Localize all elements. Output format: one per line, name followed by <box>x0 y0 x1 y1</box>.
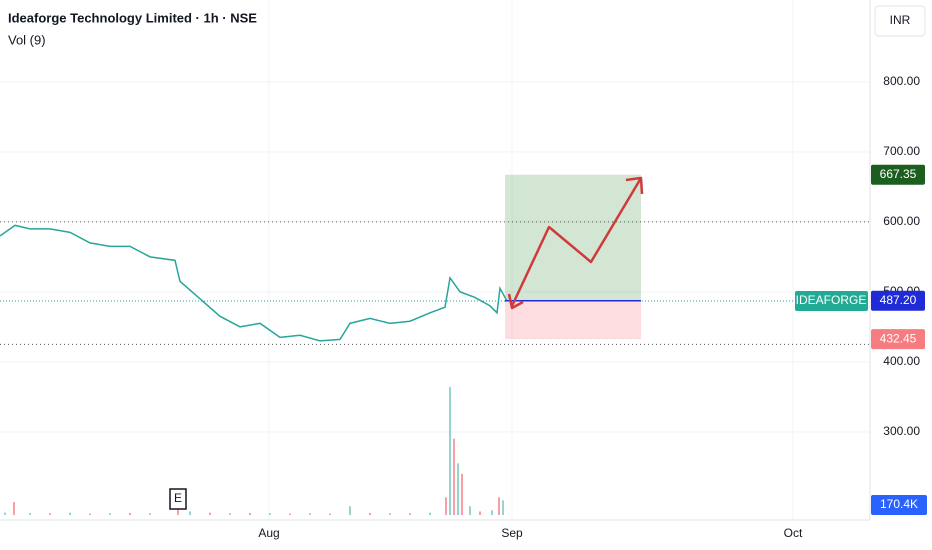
volume-bar <box>229 513 231 515</box>
target-price-label: 667.35 <box>880 167 917 181</box>
stop-price-box <box>871 329 925 350</box>
volume-bar <box>4 512 6 515</box>
arrow-path <box>510 177 643 307</box>
volume-bar <box>389 513 391 515</box>
symbol-box <box>795 290 868 311</box>
volume-bar <box>89 513 91 515</box>
volume-bar <box>129 512 131 515</box>
currency-box[interactable] <box>874 5 926 37</box>
grid <box>0 0 870 520</box>
volume-bar <box>49 513 51 515</box>
plot: 170.4K IDEAFORGE E <box>0 174 927 516</box>
entry-price-label: 487.20 <box>880 293 917 307</box>
volume-bar <box>502 500 504 515</box>
volume-bar <box>309 513 311 515</box>
volume-bar <box>69 512 71 515</box>
entry-price-box <box>871 290 925 311</box>
price-line <box>0 224 508 342</box>
volume-bar <box>13 502 15 515</box>
volume-bar <box>109 513 111 515</box>
y-tick-label: 600.00 <box>883 214 920 228</box>
event-label: E <box>174 491 182 505</box>
volume-bar <box>479 511 481 515</box>
y-tick-label: 700.00 <box>883 144 920 158</box>
volume-bar <box>269 513 271 515</box>
volume-bar <box>29 512 31 515</box>
volume-bar <box>429 512 431 515</box>
axis-labels: 300.00400.00500.00600.00700.00800.00AugS… <box>258 74 925 540</box>
volume-bar <box>349 506 351 515</box>
event-box <box>169 488 187 510</box>
projection-arrow <box>507 176 644 310</box>
volume-bar <box>189 511 191 515</box>
volume-bar <box>409 513 411 515</box>
y-tick-label: 800.00 <box>883 74 920 88</box>
volume-last-label: 170.4K <box>880 497 918 511</box>
volume-bar <box>449 387 451 515</box>
stop-zone <box>505 300 641 340</box>
volume-bar <box>209 512 211 515</box>
volume-bar <box>329 513 331 515</box>
volume-last-box <box>871 495 927 516</box>
indicator-label: Vol (9) <box>8 32 46 47</box>
volume-bar <box>498 497 500 515</box>
volume-bar <box>249 512 251 515</box>
arrow-head <box>625 176 644 195</box>
volume-bar <box>149 513 151 515</box>
y-tick-label: 300.00 <box>883 424 920 438</box>
volume-bar <box>369 512 371 515</box>
x-tick-label: Sep <box>501 526 523 540</box>
volume-bar <box>457 463 459 515</box>
x-tick-label: Aug <box>258 526 279 540</box>
target-price-box <box>871 164 925 185</box>
arrow-head-small <box>507 293 524 310</box>
volume-bar <box>491 510 493 515</box>
chart-title: Ideaforge Technology Limited · 1h · NSE <box>8 10 257 25</box>
volume-bar <box>461 473 463 515</box>
target-zone <box>505 174 641 301</box>
y-tick-label: 400.00 <box>883 354 920 368</box>
symbol-label: IDEAFORGE <box>796 293 867 307</box>
volume-bar <box>469 506 471 515</box>
volume-bar <box>289 513 291 515</box>
stop-price-label: 432.45 <box>880 331 917 345</box>
volume-bar <box>453 438 455 515</box>
x-tick-label: Oct <box>784 526 803 540</box>
volume-bar <box>445 497 447 515</box>
currency[interactable]: INR <box>890 13 911 27</box>
